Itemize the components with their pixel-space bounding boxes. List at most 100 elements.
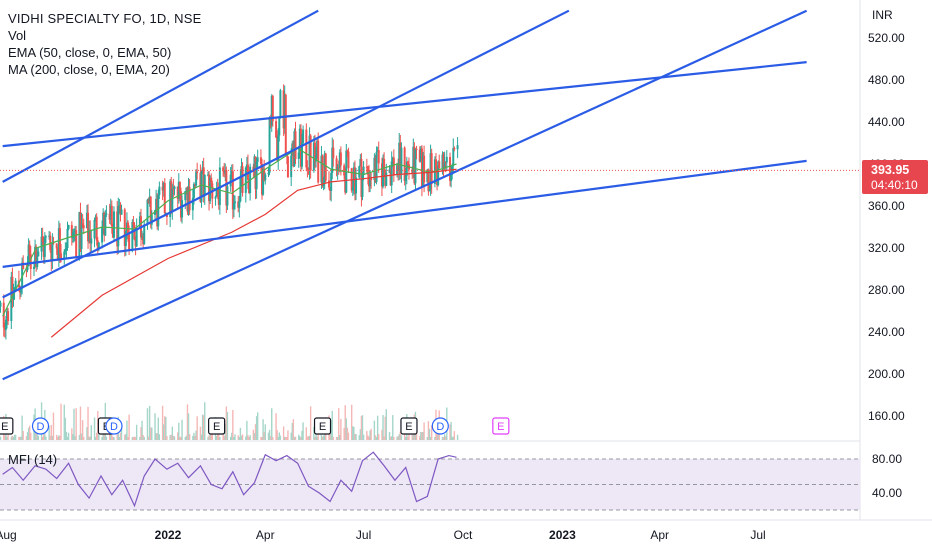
x-tick-label: Aug: [0, 528, 17, 542]
earnings-marker[interactable]: E: [0, 417, 14, 435]
earnings-marker[interactable]: E: [492, 417, 510, 435]
volume-bar: [187, 413, 190, 440]
volume-bar: [156, 433, 158, 440]
candle-body: [162, 183, 165, 191]
candle-body: [436, 168, 439, 186]
candle-body: [297, 152, 300, 160]
volume-bar: [382, 415, 384, 440]
volume-bar: [428, 428, 431, 440]
candle-body: [41, 236, 44, 242]
volume-bar: [247, 435, 249, 440]
volume-bar: [369, 430, 371, 440]
candle-body: [275, 121, 278, 138]
volume-bar: [193, 432, 195, 440]
candle-body: [239, 178, 242, 202]
volume-bar: [124, 434, 126, 440]
candle-body: [240, 166, 243, 179]
candle-body: [259, 157, 262, 164]
dividend-marker[interactable]: D: [31, 417, 50, 435]
candle-body: [56, 248, 59, 260]
candle-body: [423, 155, 426, 183]
candle-body: [89, 229, 92, 244]
candle-body: [55, 243, 58, 249]
volume-bar: [374, 435, 377, 440]
ma200-line: [50, 168, 457, 338]
volume-bar: [237, 435, 239, 440]
candle-body: [284, 94, 287, 155]
candle-body: [63, 251, 66, 259]
volume-bar: [330, 420, 332, 440]
candle-body: [283, 94, 286, 129]
candle-body: [420, 148, 423, 187]
legend-ema[interactable]: EMA (50, close, 0, EMA, 50): [8, 45, 172, 60]
candle-body: [142, 235, 145, 245]
candle-body: [351, 187, 354, 191]
candle-body: [346, 150, 349, 152]
earnings-marker[interactable]: E: [400, 417, 418, 435]
volume-bar: [45, 436, 47, 440]
volume-bar: [335, 436, 338, 440]
volume-bar: [128, 414, 130, 440]
volume-bar: [302, 422, 304, 440]
event-marker-label: E: [213, 421, 220, 433]
volume-bar: [87, 406, 89, 440]
candle-body: [181, 200, 184, 218]
volume-bar: [195, 430, 197, 440]
candle-body: [192, 183, 195, 199]
volume-bar: [207, 436, 209, 440]
volume-bar: [300, 436, 302, 440]
candle-body: [359, 158, 362, 167]
volume-bar: [74, 436, 76, 440]
candle-body: [323, 153, 326, 183]
volume-bar: [316, 436, 318, 440]
volume-bar: [358, 435, 360, 440]
candle-body: [103, 212, 106, 236]
candle-body: [430, 153, 433, 184]
candle-body: [225, 170, 228, 206]
x-tick-label: Oct: [454, 528, 473, 542]
volume-bar: [51, 435, 54, 440]
earnings-marker[interactable]: E: [208, 417, 226, 435]
volume-bar: [299, 436, 301, 440]
dividend-marker[interactable]: D: [105, 417, 123, 435]
legend-vol[interactable]: Vol: [8, 28, 27, 43]
legend-ma[interactable]: MA (200, close, 0, EMA, 20): [8, 62, 170, 77]
candle-body: [148, 196, 151, 204]
candle-body: [438, 161, 441, 169]
candle-body: [413, 146, 416, 184]
candle-body: [79, 212, 82, 249]
earnings-marker[interactable]: E: [313, 417, 332, 435]
volume-bar: [261, 436, 263, 440]
volume-bar: [140, 427, 142, 440]
volume-bar: [196, 416, 198, 440]
volume-bar: [325, 432, 327, 440]
candle-body: [306, 167, 309, 169]
volume-bar: [279, 435, 282, 440]
candle-body: [358, 166, 361, 178]
candle-body: [389, 169, 392, 186]
volume-bar: [30, 432, 32, 440]
volume-bar: [381, 429, 383, 440]
candle-body: [315, 155, 318, 162]
candle-body: [196, 171, 199, 174]
volume-bar: [252, 429, 255, 440]
volume-bar: [451, 436, 453, 440]
mfi-legend[interactable]: MFI (14): [8, 452, 58, 467]
candle-body: [384, 170, 387, 186]
candle-body: [305, 129, 308, 168]
candle-body: [344, 175, 347, 193]
candle-body: [215, 189, 218, 197]
candle-body: [124, 231, 127, 247]
candle-body: [399, 142, 402, 175]
candle-body: [294, 131, 297, 160]
candle-body: [177, 181, 180, 199]
volume-bar: [390, 436, 393, 440]
dividend-marker[interactable]: D: [431, 417, 449, 435]
candle-body: [338, 152, 341, 168]
legend-symbol[interactable]: VIDHI SPECIALTY FO, 1D, NSE: [8, 11, 202, 26]
volume-bar: [72, 434, 74, 440]
candle-body: [414, 148, 417, 184]
candle-body: [337, 167, 340, 169]
candle-body: [149, 196, 152, 225]
